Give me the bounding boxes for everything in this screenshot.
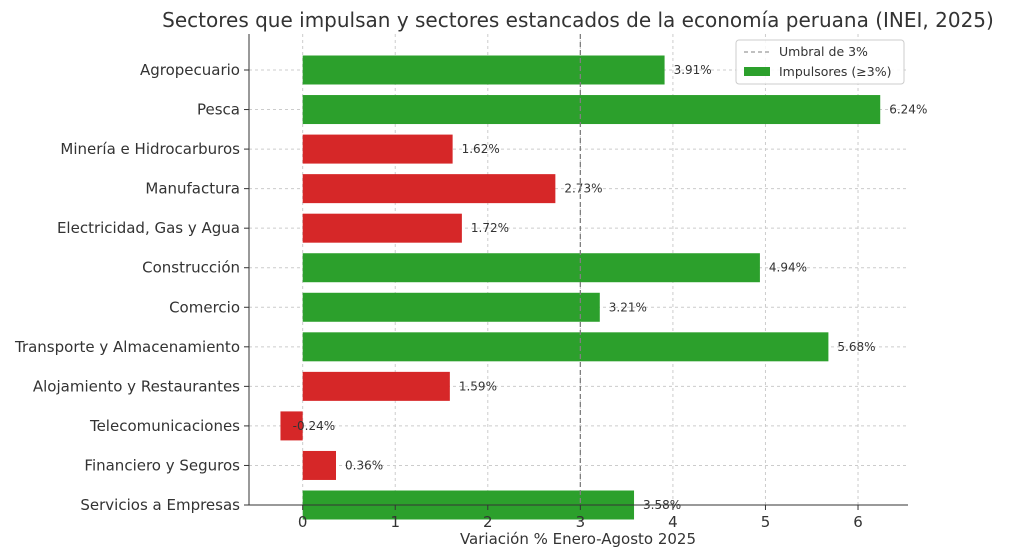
bar [302, 95, 881, 125]
y-tick-label: Minería e Hidrocarburos [60, 140, 240, 158]
value-label: 3.91% [674, 63, 712, 77]
y-tick-label: Comercio [169, 298, 240, 316]
value-label: 1.59% [459, 379, 497, 393]
y-tick-label: Servicios a Empresas [80, 496, 240, 514]
y-tick-label: Financiero y Seguros [84, 456, 240, 474]
bar [302, 174, 556, 204]
bar [302, 292, 600, 322]
bar [302, 253, 760, 283]
x-tick-label: 3 [576, 513, 586, 531]
x-tick-label: 5 [761, 513, 771, 531]
bar [302, 371, 450, 401]
y-tick-label: Pesca [197, 101, 240, 119]
value-label: 0.36% [345, 458, 383, 472]
value-label: 2.73% [564, 182, 602, 196]
value-label: -0.24% [293, 419, 335, 433]
bar [302, 55, 665, 85]
y-tick-label: Telecomunicaciones [89, 417, 240, 435]
y-tick-label: Transporte y Almacenamiento [14, 338, 240, 356]
legend-threshold-label: Umbral de 3% [779, 44, 868, 59]
y-tick-label: Agropecuario [140, 61, 240, 79]
x-tick-label: 2 [483, 513, 493, 531]
value-label: 1.72% [471, 221, 509, 235]
bar [302, 213, 462, 243]
bar [302, 450, 337, 480]
chart-title: Sectores que impulsan y sectores estanca… [162, 8, 994, 32]
value-label: 4.94% [769, 261, 807, 275]
value-label: 3.21% [609, 300, 647, 314]
bar [302, 134, 453, 164]
bar [302, 332, 829, 362]
legend-impulsores-label: Impulsores (≥3%) [779, 64, 891, 79]
x-tick-label: 1 [390, 513, 400, 531]
y-tick-label: Manufactura [145, 180, 240, 198]
legend-impulsores-swatch [744, 67, 770, 76]
bar [280, 411, 303, 441]
x-tick-label: 0 [298, 513, 308, 531]
value-label: 6.24% [889, 103, 927, 117]
value-label: 5.68% [837, 340, 875, 354]
y-tick-label: Electricidad, Gas y Agua [57, 219, 240, 237]
x-tick-label: 4 [668, 513, 678, 531]
x-axis-label: Variación % Enero-Agosto 2025 [460, 530, 696, 548]
y-tick-label: Alojamiento y Restaurantes [33, 377, 240, 395]
legend: Umbral de 3% Impulsores (≥3%) [735, 39, 905, 85]
y-tick-label: Construcción [142, 259, 240, 277]
x-tick-label: 6 [853, 513, 863, 531]
value-label: 1.62% [462, 142, 500, 156]
